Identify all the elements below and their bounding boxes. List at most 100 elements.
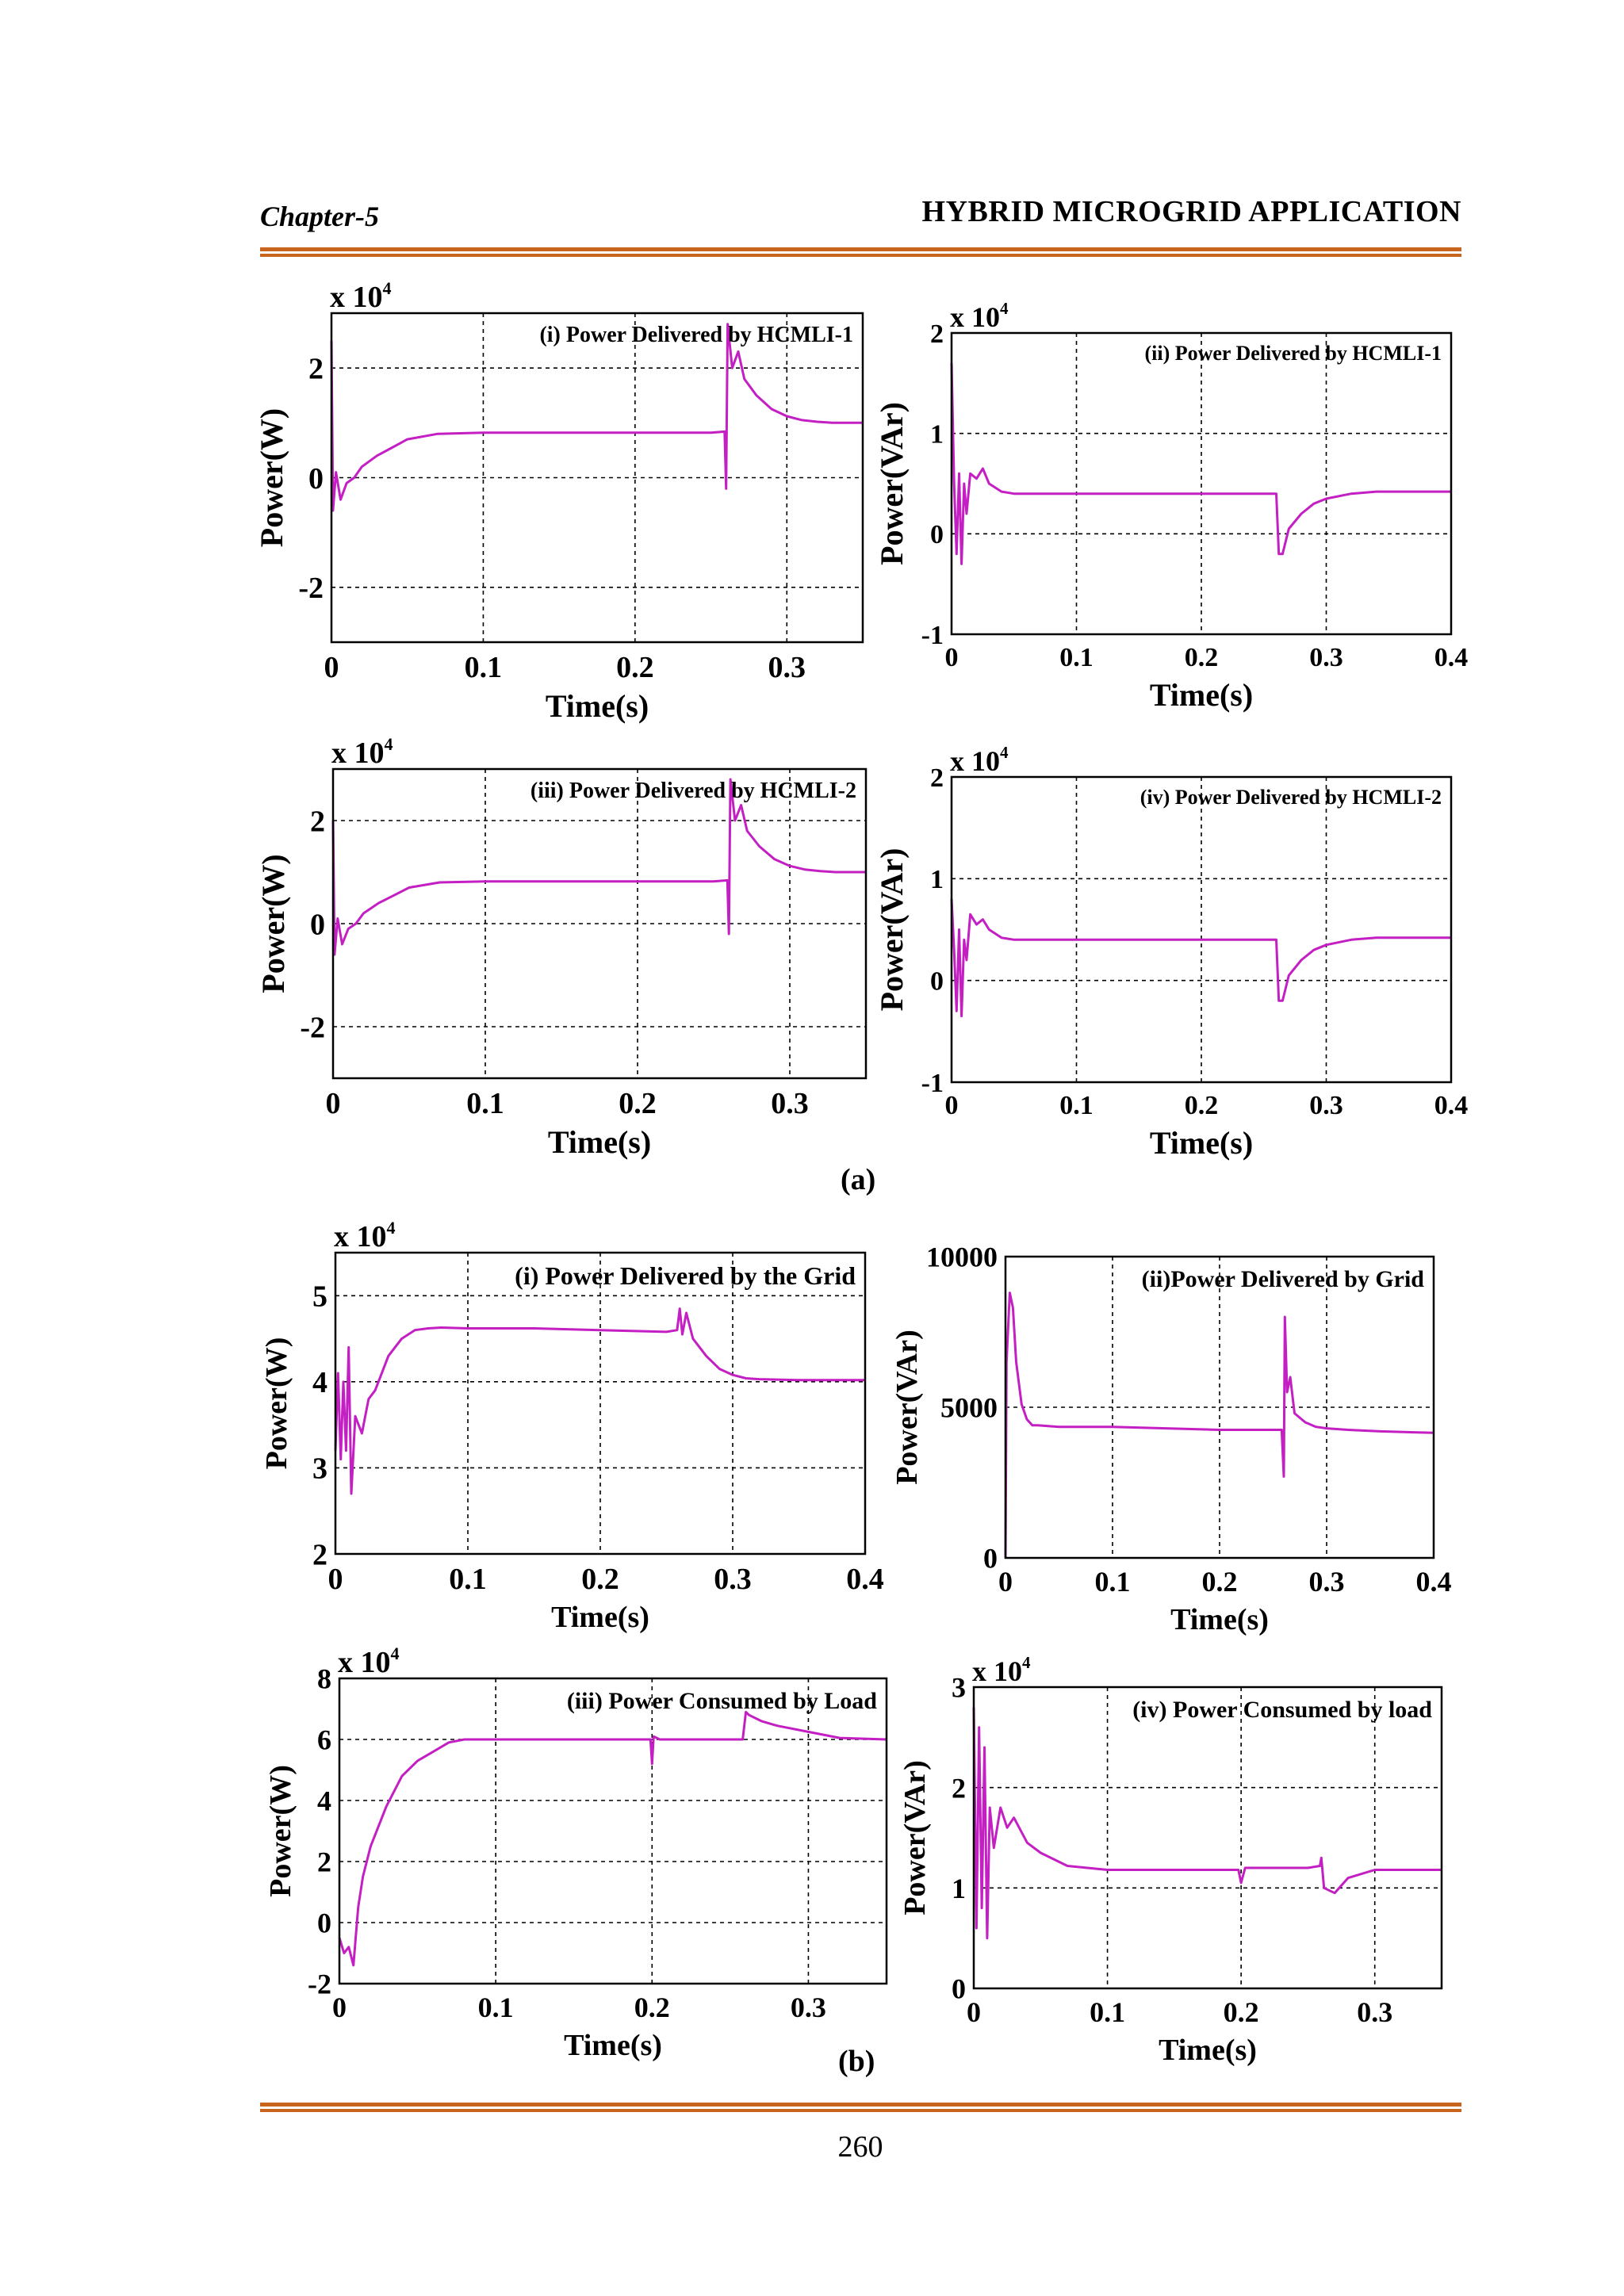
series-line: [338, 1710, 887, 1967]
y-tick-label: 4: [312, 1366, 327, 1399]
y-axis-label: Power(VAr): [874, 848, 910, 1012]
y-tick-label: 8: [317, 1663, 331, 1695]
y-tick-label: -1: [921, 1069, 944, 1098]
y-tick-label: 5: [312, 1280, 327, 1314]
chapter-title: HYBRID MICROGRID APPLICATION: [921, 195, 1461, 228]
x-tick-label: 0.2: [1185, 1091, 1219, 1120]
y-exponent: x 104: [331, 734, 393, 770]
series-line: [334, 1307, 865, 1495]
y-tick-label: 2: [317, 1846, 331, 1878]
y-exponent: x 104: [330, 278, 392, 314]
x-tick-label: 0.1: [1059, 643, 1094, 672]
x-tick-label: 0.3: [1309, 643, 1343, 672]
y-tick-label: 10000: [926, 1242, 998, 1273]
y-axis-label: Power(W): [255, 854, 291, 993]
x-tick-label: 0.3: [714, 1563, 752, 1596]
x-tick-label: 0.2: [616, 651, 654, 684]
y-tick-label: 3: [952, 1672, 966, 1704]
plot-frame: [950, 331, 1453, 636]
x-tick-label: 0.3: [791, 1992, 826, 2023]
x-tick-label: 0.2: [1185, 643, 1219, 672]
chart-title: (ii)Power Delivered by Grid: [1142, 1266, 1425, 1292]
x-tick-label: 0.3: [1309, 1566, 1345, 1598]
y-tick-label: 0: [952, 1973, 966, 2005]
footer-rule: [260, 2103, 1461, 2112]
x-tick-label: 0: [328, 1563, 343, 1596]
chart-title: (i) Power Delivered by the Grid: [515, 1261, 856, 1290]
y-exponent: x 104: [334, 1218, 396, 1253]
x-tick-label: 0.3: [1357, 1996, 1392, 2028]
x-tick-label: 0.2: [581, 1563, 619, 1596]
y-exponent: x 104: [950, 299, 1009, 333]
x-tick-label: 0.1: [478, 1992, 514, 2023]
x-tick-label: 0.1: [1059, 1091, 1094, 1120]
chart-title: (iii) Power Delivered by HCMLI-2: [530, 779, 856, 803]
chart-title: (ii) Power Delivered by HCMLI-1: [1144, 342, 1442, 365]
plot-frame: [331, 767, 868, 1080]
y-tick-label: -2: [298, 572, 324, 605]
y-tick-label: 2: [312, 1538, 327, 1571]
x-tick-label: 0: [945, 643, 959, 672]
y-tick-label: 3: [312, 1452, 327, 1486]
chart-b-i: 0 0.1 0.2 0.3 0.4 2 3 4 5 (i) Power Delivered by …: [260, 1218, 884, 1634]
page-number: 260: [837, 2130, 883, 2164]
y-axis-label: Power(VAr): [891, 1330, 924, 1485]
y-tick-label: 1: [952, 1873, 966, 1904]
plot-frame: [338, 1677, 888, 1985]
y-tick-label: 0: [310, 908, 325, 941]
y-axis-label: Power(W): [254, 408, 289, 547]
x-axis-label: Time(s): [1150, 677, 1253, 713]
header-rule: [260, 247, 1461, 257]
x-tick-label: 0: [998, 1566, 1013, 1598]
x-axis-label: Time(s): [1170, 1603, 1269, 1636]
plot-frame: [950, 775, 1453, 1084]
chart-title: (iv) Power Consumed by load: [1132, 1697, 1432, 1723]
y-tick-label: 2: [308, 352, 324, 385]
y-tick-label: 4: [317, 1785, 331, 1817]
x-tick-label: 0.1: [466, 1087, 504, 1120]
x-tick-label: 0.4: [1416, 1566, 1452, 1598]
y-tick-label: -2: [300, 1011, 325, 1044]
y-tick-label: 2: [952, 1772, 966, 1804]
x-axis-label: Time(s): [551, 1601, 649, 1634]
y-tick-label: -2: [308, 1969, 331, 2000]
x-tick-label: 0.4: [846, 1563, 884, 1596]
x-axis-label: Time(s): [564, 2029, 662, 2062]
series-line: [331, 778, 866, 956]
x-tick-label: 0.4: [1434, 643, 1469, 672]
x-axis-label: Time(s): [546, 688, 649, 724]
x-tick-label: 0.2: [1202, 1566, 1238, 1598]
x-axis-label: Time(s): [548, 1124, 651, 1160]
y-tick-label: -1: [921, 621, 944, 650]
plot-frame: [330, 312, 864, 644]
chart-title: (i) Power Delivered by HCMLI-1: [539, 323, 853, 347]
chart-b-ii: 0 0.1 0.2 0.3 0.4 0 5000 10000 (ii)Power Deliver…: [891, 1242, 1452, 1636]
series-line: [972, 1707, 1442, 1940]
plot-area: [974, 1687, 1442, 1988]
series-line: [950, 362, 1451, 565]
series-line: [330, 323, 863, 512]
series-line: [950, 898, 1451, 1018]
x-tick-label: 0.1: [1090, 1996, 1125, 2028]
y-tick-label: 0: [317, 1908, 331, 1939]
y-exponent: x 104: [972, 1653, 1031, 1687]
y-exponent: x 104: [950, 743, 1009, 777]
caption-b: (b): [838, 2045, 875, 2078]
y-tick-label: 2: [310, 805, 325, 838]
y-tick-label: 6: [317, 1724, 331, 1756]
y-tick-label: 0: [308, 462, 324, 496]
y-tick-label: 0: [930, 520, 944, 549]
y-axis-label: Power(VAr): [898, 1760, 932, 1915]
y-tick-label: 5000: [940, 1392, 998, 1424]
chart-a-iii: 0 0.1 0.2 0.3 -2 0 2 (iii) Power Delivered by H…: [255, 734, 868, 1160]
x-axis-label: Time(s): [1150, 1125, 1253, 1161]
x-tick-label: 0: [332, 1992, 347, 2023]
plot-frame: [972, 1686, 1443, 1990]
x-tick-label: 0: [326, 1087, 341, 1120]
x-tick-label: 0.2: [1224, 1996, 1259, 2028]
y-axis-label: Power(W): [264, 1765, 297, 1897]
y-axis-label: Power(VAr): [874, 402, 910, 565]
y-tick-label: 0: [983, 1543, 998, 1575]
chart-title: (iv) Power Delivered by HCMLI-2: [1140, 786, 1442, 809]
